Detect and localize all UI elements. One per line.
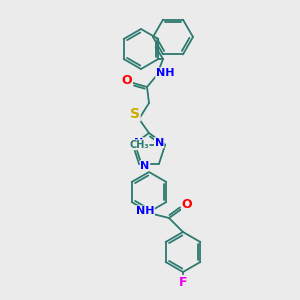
Text: NH: NH (136, 206, 154, 216)
Text: N: N (140, 161, 150, 171)
Text: N: N (154, 138, 164, 148)
Text: N: N (134, 138, 143, 148)
Text: O: O (122, 74, 132, 86)
Text: O: O (182, 197, 192, 211)
Text: F: F (179, 275, 187, 289)
Text: CH₃: CH₃ (129, 140, 149, 150)
Text: NH: NH (156, 68, 174, 78)
Text: S: S (130, 107, 140, 121)
